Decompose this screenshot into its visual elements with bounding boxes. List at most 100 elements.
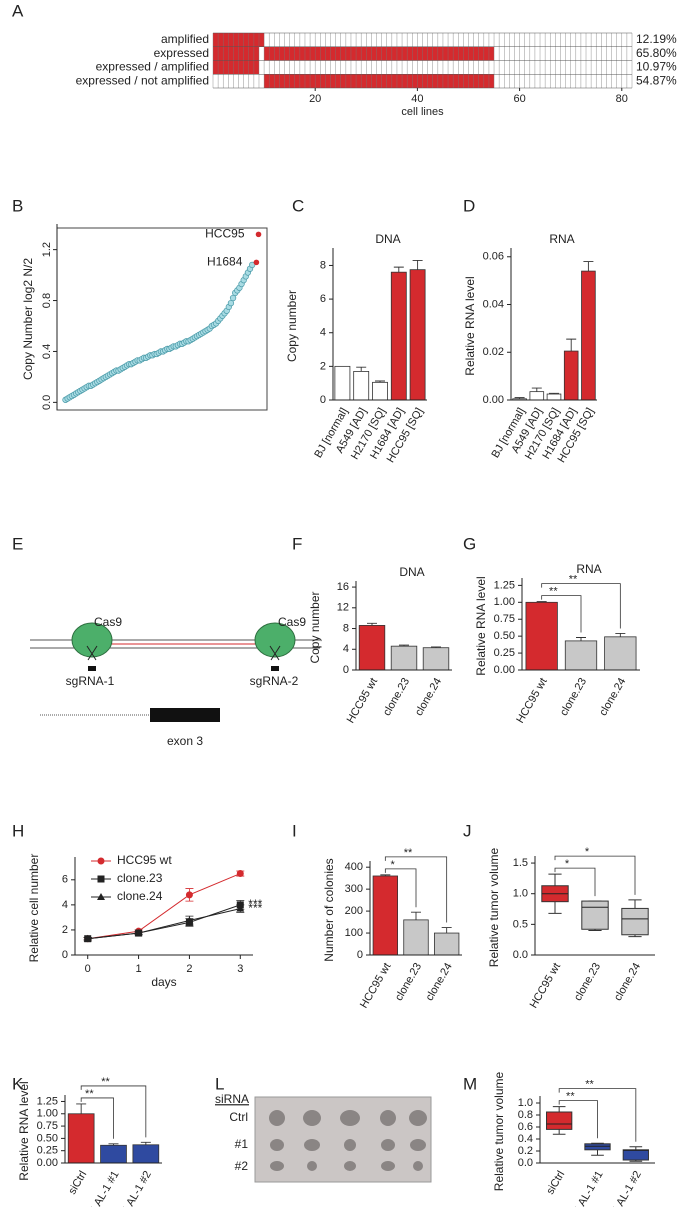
tumor bbox=[344, 1161, 356, 1171]
x-tick-label: 80 bbox=[616, 93, 628, 105]
whisker-high bbox=[548, 873, 562, 886]
row-value: 10.97% bbox=[636, 60, 677, 74]
x-tick-label: clone.24 bbox=[612, 961, 643, 1003]
annotation: *** bbox=[248, 901, 262, 915]
x-tick-label: 0 bbox=[85, 963, 91, 975]
tumor bbox=[269, 1110, 285, 1126]
error-bar bbox=[140, 1141, 151, 1145]
significance-label: * bbox=[391, 859, 396, 871]
x-tick-label: 60 bbox=[513, 93, 525, 105]
error-bar bbox=[566, 338, 577, 352]
y-axis-label: Copy number bbox=[308, 591, 322, 663]
tile-range bbox=[264, 46, 495, 61]
tumor bbox=[413, 1161, 423, 1171]
y-tick-label: 300 bbox=[345, 883, 363, 895]
panel-letter: L bbox=[215, 1074, 224, 1093]
row-label: expressed / not amplified bbox=[76, 73, 209, 87]
significance-bracket bbox=[384, 856, 448, 923]
diagram-label: sgRNA-2 bbox=[250, 674, 299, 688]
error-bar bbox=[441, 927, 452, 934]
sgrna-mark bbox=[88, 666, 96, 671]
y-tick-label: 1.25 bbox=[494, 579, 515, 591]
significance-label: ** bbox=[585, 1079, 594, 1091]
legend-label: HCC95 wt bbox=[117, 853, 172, 867]
significance-bracket bbox=[558, 1088, 637, 1142]
tile-range bbox=[213, 60, 259, 75]
bar bbox=[546, 393, 562, 401]
y-tick-label: 2 bbox=[62, 924, 68, 936]
y-tick-label: 0.75 bbox=[37, 1120, 58, 1132]
error-bar bbox=[583, 261, 594, 272]
error-bar bbox=[531, 387, 542, 392]
panel-letter: B bbox=[12, 196, 23, 215]
panel-letter: J bbox=[463, 821, 472, 840]
image-label: #1 bbox=[235, 1137, 249, 1151]
row-value: 65.80% bbox=[636, 46, 677, 60]
bar bbox=[67, 1113, 95, 1164]
series-line bbox=[87, 908, 241, 940]
bar bbox=[100, 1144, 127, 1164]
y-tick-label: 1.2 bbox=[41, 242, 53, 257]
bar bbox=[390, 271, 407, 401]
y-tick-label: 1.25 bbox=[37, 1095, 58, 1107]
y-tick-label: 0.75 bbox=[494, 613, 515, 625]
highlight-point bbox=[255, 231, 262, 238]
scissors bbox=[86, 645, 98, 661]
significance-label: ** bbox=[404, 847, 413, 859]
annotation: *** bbox=[248, 897, 262, 911]
error-bar bbox=[412, 259, 423, 270]
panel-letter: A bbox=[12, 1, 24, 20]
tumor bbox=[344, 1139, 356, 1151]
y-tick-label: 1.0 bbox=[518, 1097, 533, 1109]
row-label: expressed / amplified bbox=[96, 60, 209, 74]
legend-marker bbox=[97, 893, 105, 900]
y-tick-label: 0.04 bbox=[483, 298, 504, 310]
y-tick-label: 1.00 bbox=[37, 1108, 58, 1120]
x-tick-label: 20 bbox=[309, 93, 321, 105]
x-tick-label: 40 bbox=[411, 93, 423, 105]
x-tick-label: siCtrl bbox=[66, 1169, 89, 1197]
y-axis-label: Copy number bbox=[285, 290, 299, 362]
tile-range bbox=[213, 46, 259, 61]
tumor bbox=[380, 1110, 396, 1126]
tile-range bbox=[264, 74, 495, 88]
error-bar bbox=[367, 622, 377, 626]
tumor bbox=[381, 1161, 395, 1171]
significance-label: * bbox=[585, 846, 590, 858]
row-value: 12.19% bbox=[636, 32, 677, 46]
tumor bbox=[410, 1139, 426, 1151]
error-bar bbox=[76, 1103, 87, 1114]
x-axis-label: days bbox=[151, 975, 176, 989]
y-tick-label: 0.0 bbox=[518, 1157, 533, 1169]
error-bar bbox=[380, 874, 391, 876]
error-bar bbox=[399, 644, 409, 647]
whisker-low bbox=[591, 1149, 604, 1156]
x-tick-label: clone.23 bbox=[393, 961, 424, 1003]
error-bar bbox=[375, 380, 385, 383]
exon bbox=[150, 708, 220, 722]
row-label: expressed bbox=[154, 46, 209, 60]
significance-bracket bbox=[384, 868, 417, 908]
y-tick-label: 0 bbox=[357, 949, 363, 961]
legend-label: clone.23 bbox=[117, 871, 163, 885]
y-tick-label: 0.5 bbox=[513, 918, 528, 930]
y-tick-label: 1.5 bbox=[513, 857, 528, 869]
x-tick-label: 1 bbox=[136, 963, 142, 975]
y-tick-label: 4 bbox=[62, 899, 68, 911]
legend-marker bbox=[97, 875, 105, 883]
cas9 bbox=[71, 622, 113, 658]
y-tick-label: 4 bbox=[320, 327, 326, 339]
y-tick-label: 100 bbox=[345, 927, 363, 939]
tumor bbox=[270, 1139, 284, 1151]
panel-letter: E bbox=[12, 534, 23, 553]
y-tick-label: 0.4 bbox=[41, 344, 53, 359]
x-tick-label: HCC95 wt bbox=[528, 961, 563, 1010]
box bbox=[621, 907, 649, 936]
panel-letter: F bbox=[292, 534, 302, 553]
error-bar bbox=[615, 632, 626, 637]
box bbox=[581, 900, 609, 930]
panel-letter: M bbox=[463, 1074, 477, 1093]
box bbox=[546, 1111, 573, 1130]
